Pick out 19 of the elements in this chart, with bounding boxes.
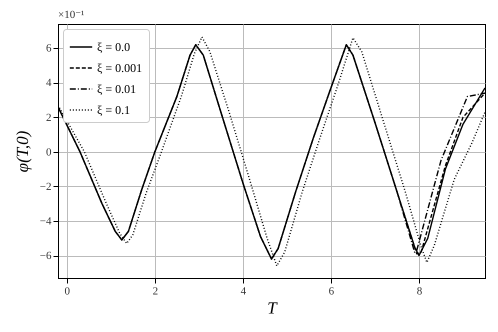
legend-label: ξ = 0.0 [97,40,130,54]
y-tick-label: −2 [40,180,52,193]
x-tick-label: 8 [416,286,423,298]
y-tick-label: 0 [46,146,52,158]
y-tick-label: 2 [46,112,52,124]
legend-label: ξ = 0.01 [97,82,136,96]
x-tick-label: 6 [328,286,335,298]
y-axis-title: φ(T,0) [12,130,32,172]
legend-label: ξ = 0.1 [97,103,130,117]
y-tick-label: 4 [46,77,52,90]
y-tick-label: 6 [46,42,52,55]
y-tick-label: −6 [40,250,52,262]
x-axis-title: T [267,298,278,318]
legend-label: ξ = 0.001 [97,61,142,75]
y-tick-label: −4 [40,215,52,228]
text: ×10⁻¹ [58,9,84,21]
x-tick-label: 4 [240,286,247,298]
x-tick-label: 2 [152,286,158,298]
x-tick-label: 0 [64,286,71,298]
